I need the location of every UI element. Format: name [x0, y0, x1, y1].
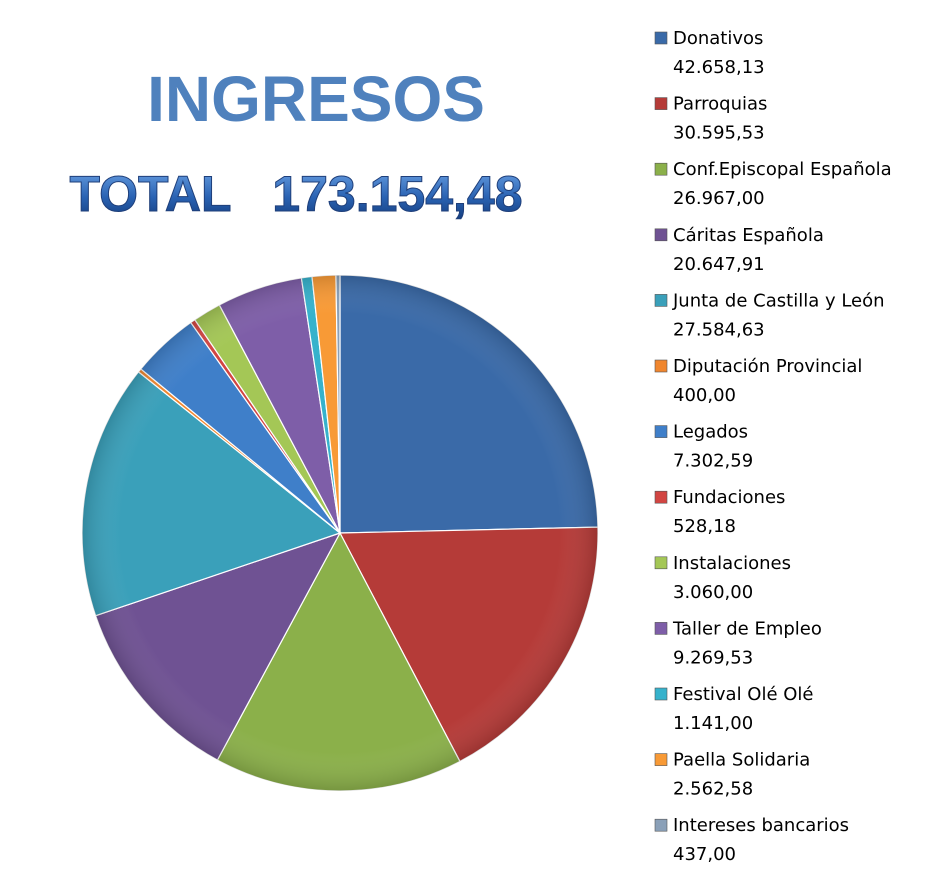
legend-marker — [654, 294, 668, 307]
legend-marker — [654, 687, 668, 701]
chart-subtitle: TOTAL 173.154,48 — [69, 166, 522, 222]
legend-marker — [654, 97, 668, 110]
legend-label: Junta de Castilla y León — [672, 290, 885, 311]
legend-marker — [654, 162, 668, 176]
legend-value: 1.141,00 — [673, 713, 753, 734]
legend-marker — [654, 425, 668, 438]
legend-label: Donativos — [673, 28, 763, 49]
legend-marker — [654, 31, 668, 45]
legend-marker — [654, 228, 668, 242]
legend-value: 7.302,59 — [673, 451, 753, 472]
legend-marker — [654, 753, 668, 766]
legend-marker — [654, 622, 668, 635]
legend-label: Taller de Empleo — [672, 618, 822, 639]
pie — [81, 274, 599, 792]
legend-label: Diputación Provincial — [673, 356, 862, 377]
legend-value: 26.967,00 — [673, 188, 765, 209]
legend-label: Paella Solidaria — [673, 750, 810, 771]
legend-value: 27.584,63 — [673, 319, 765, 340]
legend: Donativos 42.658,13 Parroquias 30.595,53 Con… — [654, 28, 892, 865]
legend-value: 9.269,53 — [673, 647, 753, 668]
legend-label: Intereses bancarios — [673, 815, 849, 836]
chart-title: INGRESOS — [147, 63, 485, 135]
legend-label: Legados — [673, 422, 748, 443]
legend-label: Parroquias — [673, 94, 767, 115]
legend-marker — [654, 490, 668, 504]
legend-value: 30.595,53 — [673, 123, 765, 144]
legend-marker — [654, 818, 668, 832]
legend-label: Fundaciones — [673, 487, 785, 508]
slice — [339, 274, 599, 534]
legend-marker — [654, 556, 668, 570]
legend-value: 437,00 — [673, 844, 736, 865]
legend-marker — [654, 359, 668, 373]
legend-label: Conf.Episcopal Española — [673, 159, 892, 180]
legend-value: 42.658,13 — [673, 57, 765, 78]
legend-value: 3.060,00 — [673, 582, 753, 603]
legend-label: Festival Olé Olé — [673, 684, 814, 705]
legend-label: Cáritas Española — [673, 225, 824, 246]
legend-value: 20.647,91 — [673, 254, 765, 275]
legend-value: 2.562,58 — [673, 779, 753, 800]
legend-label: Instalaciones — [673, 553, 791, 574]
legend-value: 400,00 — [673, 385, 736, 406]
legend-value: 528,18 — [673, 516, 736, 537]
